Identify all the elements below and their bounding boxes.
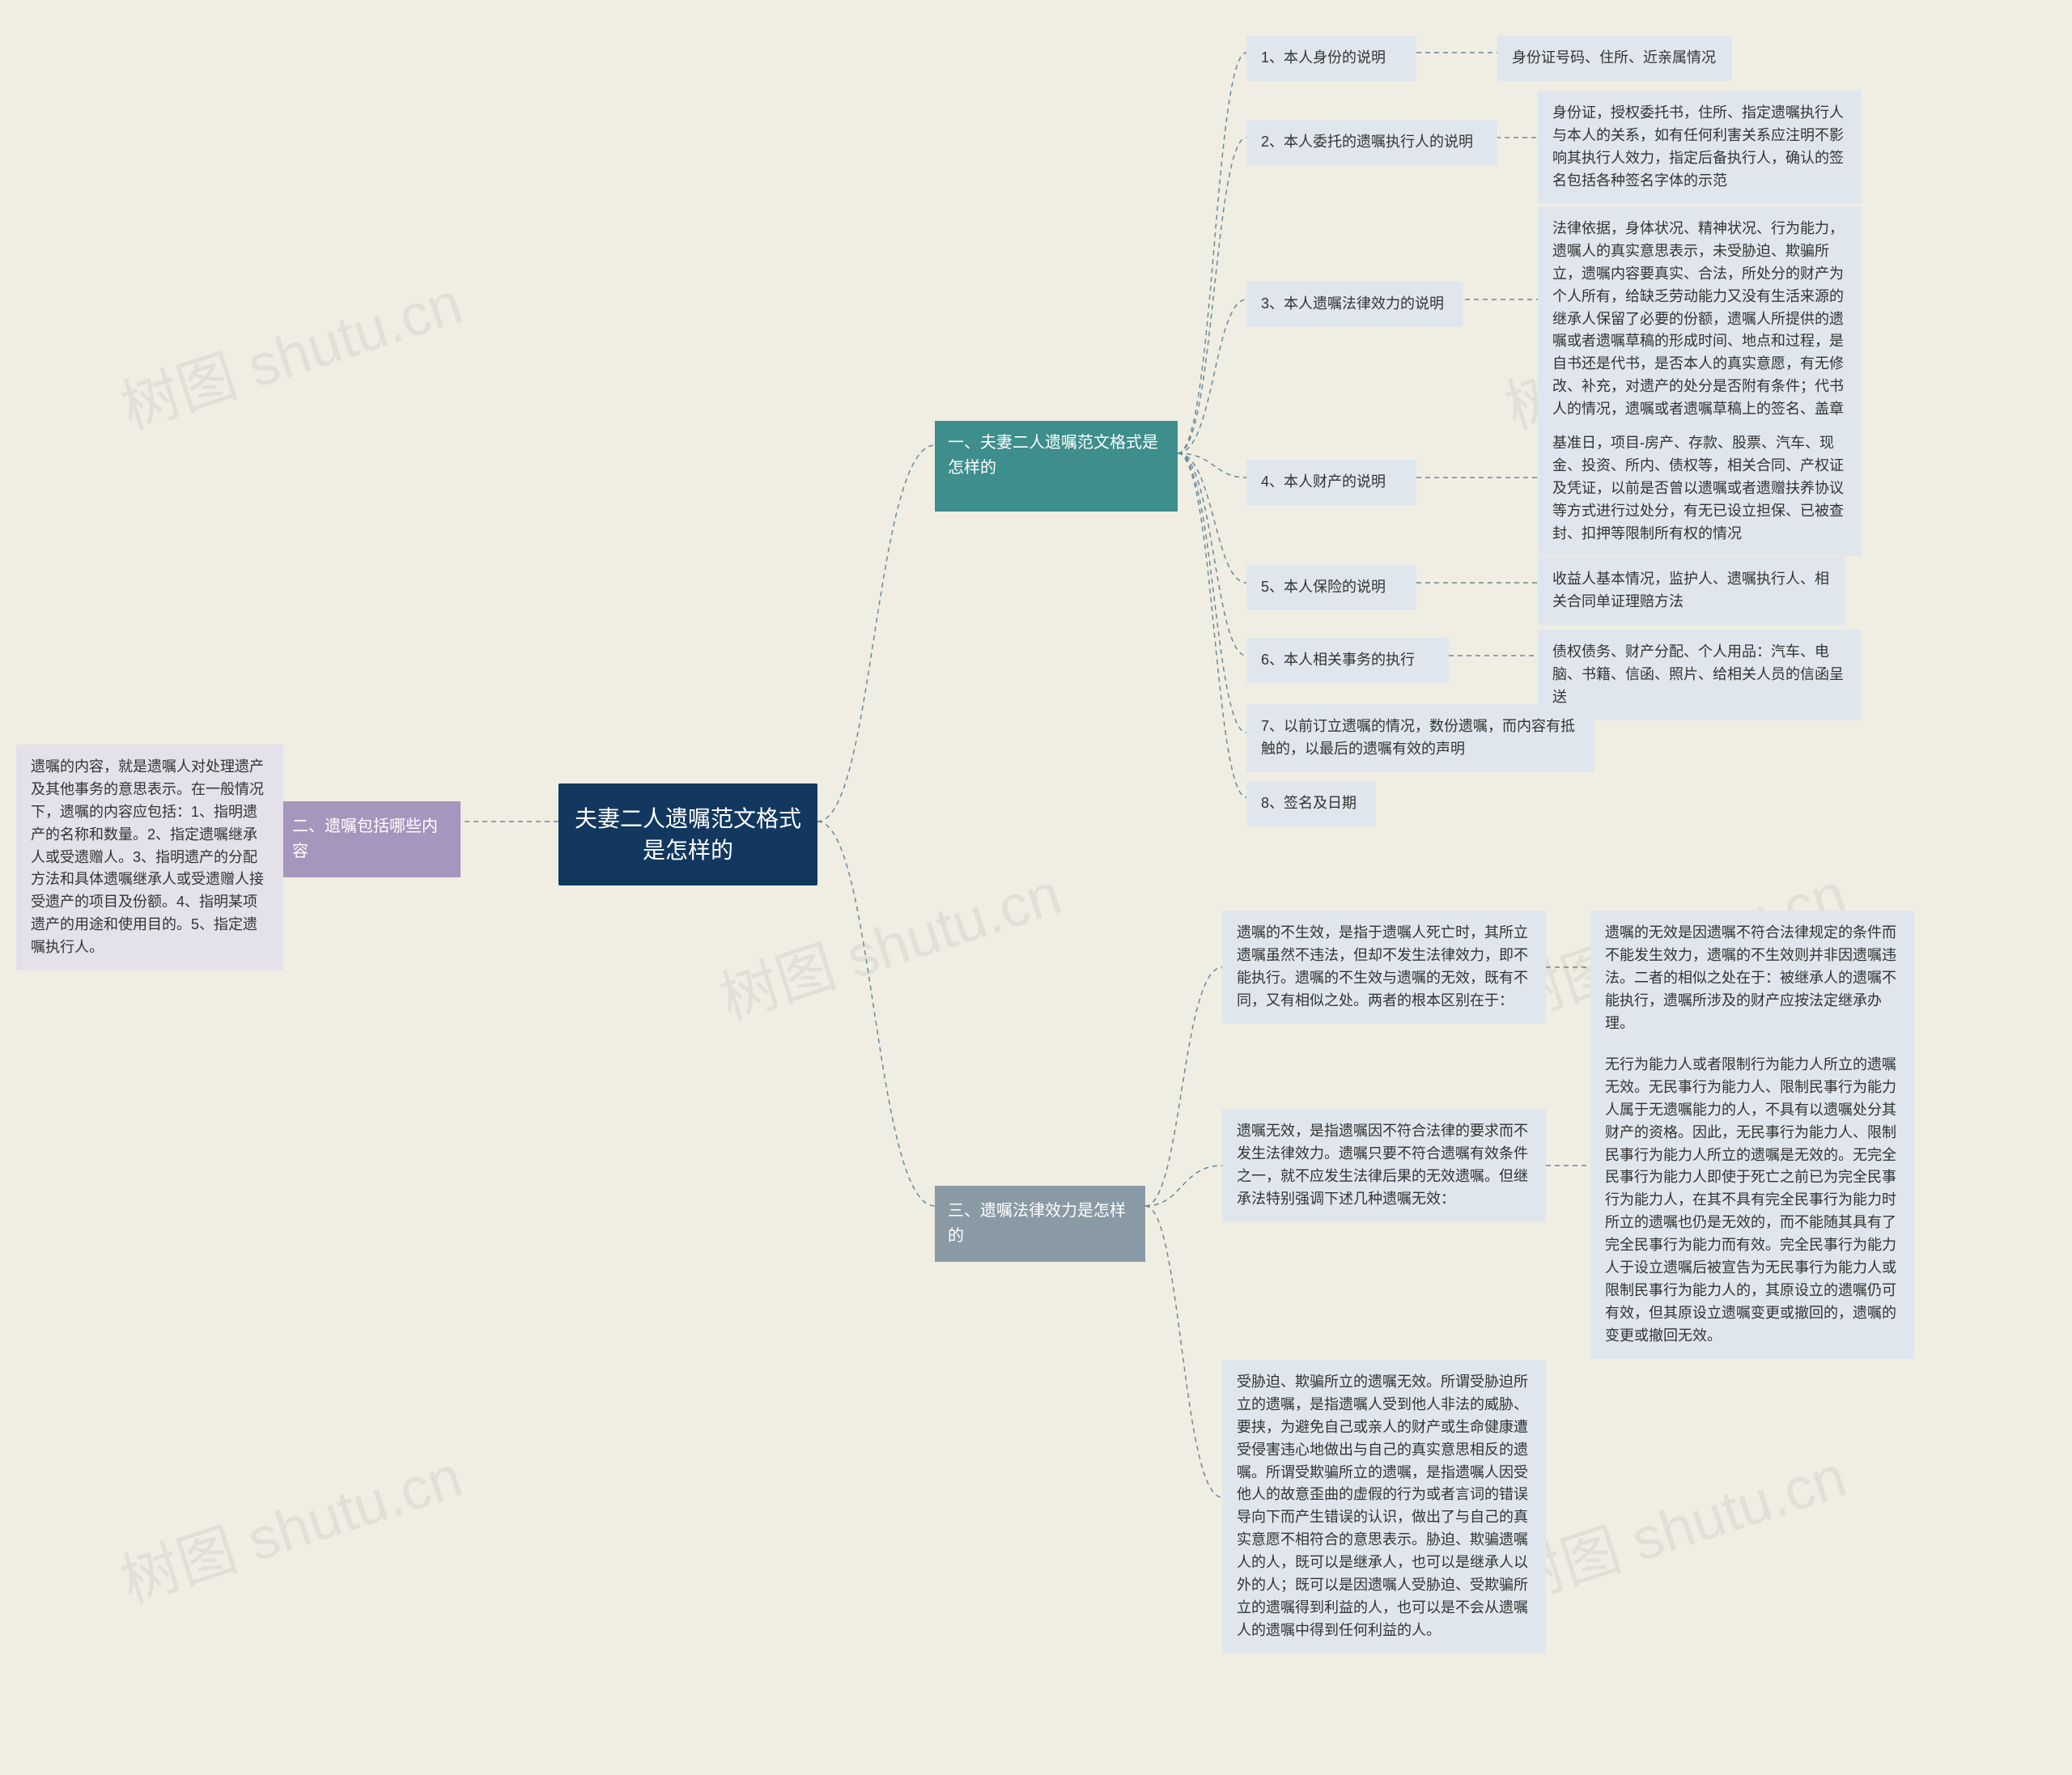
b1-item-2: 2、本人委托的遗嘱执行人的说明 bbox=[1246, 120, 1497, 165]
branch-2: 二、遗嘱包括哪些内容 bbox=[279, 801, 461, 877]
root-node: 夫妻二人遗嘱范文格式是怎样的 bbox=[558, 783, 817, 885]
b1-item-2-detail: 身份证，授权委托书，住所、指定遗嘱执行人与本人的关系，如有任何利害关系应注明不影… bbox=[1538, 91, 1862, 204]
b1-item-4-detail: 基准日，项目-房产、存款、股票、汽车、现金、投资、所内、债权等，相关合同、产权证… bbox=[1538, 421, 1862, 556]
b1-item-5: 5、本人保险的说明 bbox=[1246, 565, 1416, 610]
branch-1: 一、夫妻二人遗嘱范文格式是怎样的 bbox=[935, 421, 1178, 512]
watermark: 树图 shutu.cn bbox=[108, 1429, 470, 1619]
branch-2-detail: 遗嘱的内容，就是遗嘱人对处理遗产及其他事务的意思表示。在一般情况下，遗嘱的内容应… bbox=[16, 745, 283, 970]
watermark: 树图 shutu.cn bbox=[1492, 1429, 1854, 1619]
b1-item-8: 8、签名及日期 bbox=[1246, 781, 1376, 826]
b1-item-3-detail: 法律依据，身体状况、精神状况、行为能力，遗嘱人的真实意思表示，未受胁迫、欺骗所立… bbox=[1538, 206, 1862, 455]
b1-item-4: 4、本人财产的说明 bbox=[1246, 460, 1416, 505]
b1-item-1: 1、本人身份的说明 bbox=[1246, 36, 1416, 81]
b1-item-6: 6、本人相关事务的执行 bbox=[1246, 638, 1449, 683]
b3-item-b: 遗嘱无效，是指遗嘱因不符合法律的要求而不发生法律效力。遗嘱只要不符合遗嘱有效条件… bbox=[1222, 1109, 1546, 1222]
b3-item-a: 遗嘱的不生效，是指于遗嘱人死亡时，其所立遗嘱虽然不违法，但却不发生法律效力，即不… bbox=[1222, 911, 1546, 1024]
watermark: 树图 shutu.cn bbox=[108, 255, 470, 445]
b3-item-c: 受胁迫、欺骗所立的遗嘱无效。所谓受胁迫所立的遗嘱，是指遗嘱人受到他人非法的威胁、… bbox=[1222, 1360, 1546, 1654]
b3-item-a-detail: 遗嘱的无效是因遗嘱不符合法律规定的条件而不能发生效力，遗嘱的不生效则并非因遗嘱违… bbox=[1590, 911, 1914, 1046]
b1-item-3: 3、本人遗嘱法律效力的说明 bbox=[1246, 282, 1463, 327]
b1-item-1-detail: 身份证号码、住所、近亲属情况 bbox=[1497, 36, 1732, 81]
b1-item-7: 7、以前订立遗嘱的情况，数份遗嘱，而内容有抵触的，以最后的遗嘱有效的声明 bbox=[1246, 704, 1594, 772]
b3-item-b-detail: 无行为能力人或者限制行为能力人所立的遗嘱无效。无民事行为能力人、限制民事行为能力… bbox=[1590, 1042, 1914, 1359]
b1-item-5-detail: 收益人基本情况，监护人、遗嘱执行人、相关合同单证理赔方法 bbox=[1538, 557, 1845, 625]
branch-3: 三、遗嘱法律效力是怎样的 bbox=[935, 1186, 1145, 1262]
mindmap-canvas: 树图 shutu.cn 树图 shutu.cn 树图 shutu.cn 树图 s… bbox=[0, 0, 2072, 1775]
